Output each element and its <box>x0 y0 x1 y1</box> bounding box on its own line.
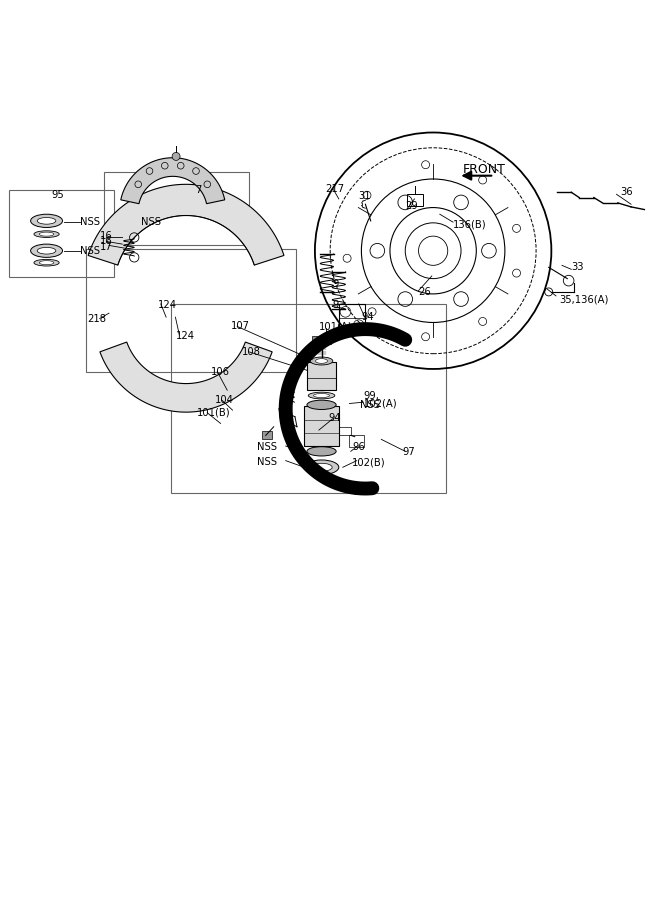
Text: NSS: NSS <box>257 442 277 452</box>
Bar <box>339 428 351 436</box>
Text: 29: 29 <box>406 201 418 211</box>
Ellipse shape <box>34 230 59 238</box>
Text: 7: 7 <box>195 184 201 194</box>
Ellipse shape <box>304 460 339 474</box>
Bar <box>312 336 331 344</box>
Text: 104: 104 <box>215 394 234 404</box>
Text: 136(B): 136(B) <box>453 220 487 230</box>
Ellipse shape <box>37 248 56 254</box>
Text: 102(A): 102(A) <box>364 399 397 409</box>
Text: 31: 31 <box>359 192 372 202</box>
Text: 218: 218 <box>88 314 107 324</box>
Text: 94: 94 <box>362 312 374 322</box>
Text: 107: 107 <box>231 321 249 331</box>
Ellipse shape <box>34 259 59 266</box>
Text: 124: 124 <box>175 331 194 341</box>
Text: 17: 17 <box>99 242 113 252</box>
Text: 33: 33 <box>572 262 584 273</box>
Text: 9: 9 <box>332 301 339 310</box>
Bar <box>87 248 295 372</box>
Circle shape <box>172 152 180 160</box>
Text: 16: 16 <box>99 231 113 241</box>
Text: 35,136(A): 35,136(A) <box>560 294 609 304</box>
Bar <box>307 363 336 391</box>
Polygon shape <box>100 342 272 412</box>
Bar <box>339 304 366 333</box>
Text: 124: 124 <box>157 301 177 310</box>
Ellipse shape <box>307 400 336 410</box>
Text: 106: 106 <box>211 366 229 376</box>
Ellipse shape <box>311 464 332 472</box>
Text: 108: 108 <box>242 346 261 356</box>
Ellipse shape <box>31 214 63 228</box>
Bar <box>171 304 446 493</box>
Text: 101(B): 101(B) <box>197 408 231 418</box>
Ellipse shape <box>31 244 63 257</box>
Text: 9: 9 <box>332 279 339 289</box>
Bar <box>407 194 422 205</box>
Text: 16: 16 <box>99 237 113 247</box>
Bar <box>304 406 339 446</box>
Ellipse shape <box>39 261 54 265</box>
Ellipse shape <box>37 218 56 224</box>
Text: 94: 94 <box>328 413 341 423</box>
Polygon shape <box>121 158 225 203</box>
Bar <box>350 435 364 446</box>
Text: FRONT: FRONT <box>463 163 506 176</box>
Text: NSS: NSS <box>141 217 161 227</box>
Bar <box>261 431 272 439</box>
Text: 99,: 99, <box>364 391 380 401</box>
Text: 26: 26 <box>418 287 432 297</box>
Text: NSS: NSS <box>257 457 277 467</box>
Ellipse shape <box>308 392 335 399</box>
Text: 101(A): 101(A) <box>319 321 353 331</box>
Text: NSS: NSS <box>80 246 100 256</box>
Ellipse shape <box>39 232 54 236</box>
Bar <box>9 190 114 277</box>
Ellipse shape <box>310 357 333 365</box>
Polygon shape <box>88 184 284 266</box>
Ellipse shape <box>307 446 336 456</box>
Bar <box>104 173 249 246</box>
Text: 217: 217 <box>325 184 345 194</box>
Text: 36: 36 <box>620 187 633 197</box>
Ellipse shape <box>313 393 329 398</box>
Ellipse shape <box>315 359 327 364</box>
Text: 96: 96 <box>352 442 365 452</box>
Text: NSS: NSS <box>360 400 380 410</box>
Text: NSS: NSS <box>80 217 100 227</box>
Text: 95: 95 <box>51 190 64 200</box>
Text: 97: 97 <box>403 447 416 457</box>
Text: 102(B): 102(B) <box>352 457 386 468</box>
